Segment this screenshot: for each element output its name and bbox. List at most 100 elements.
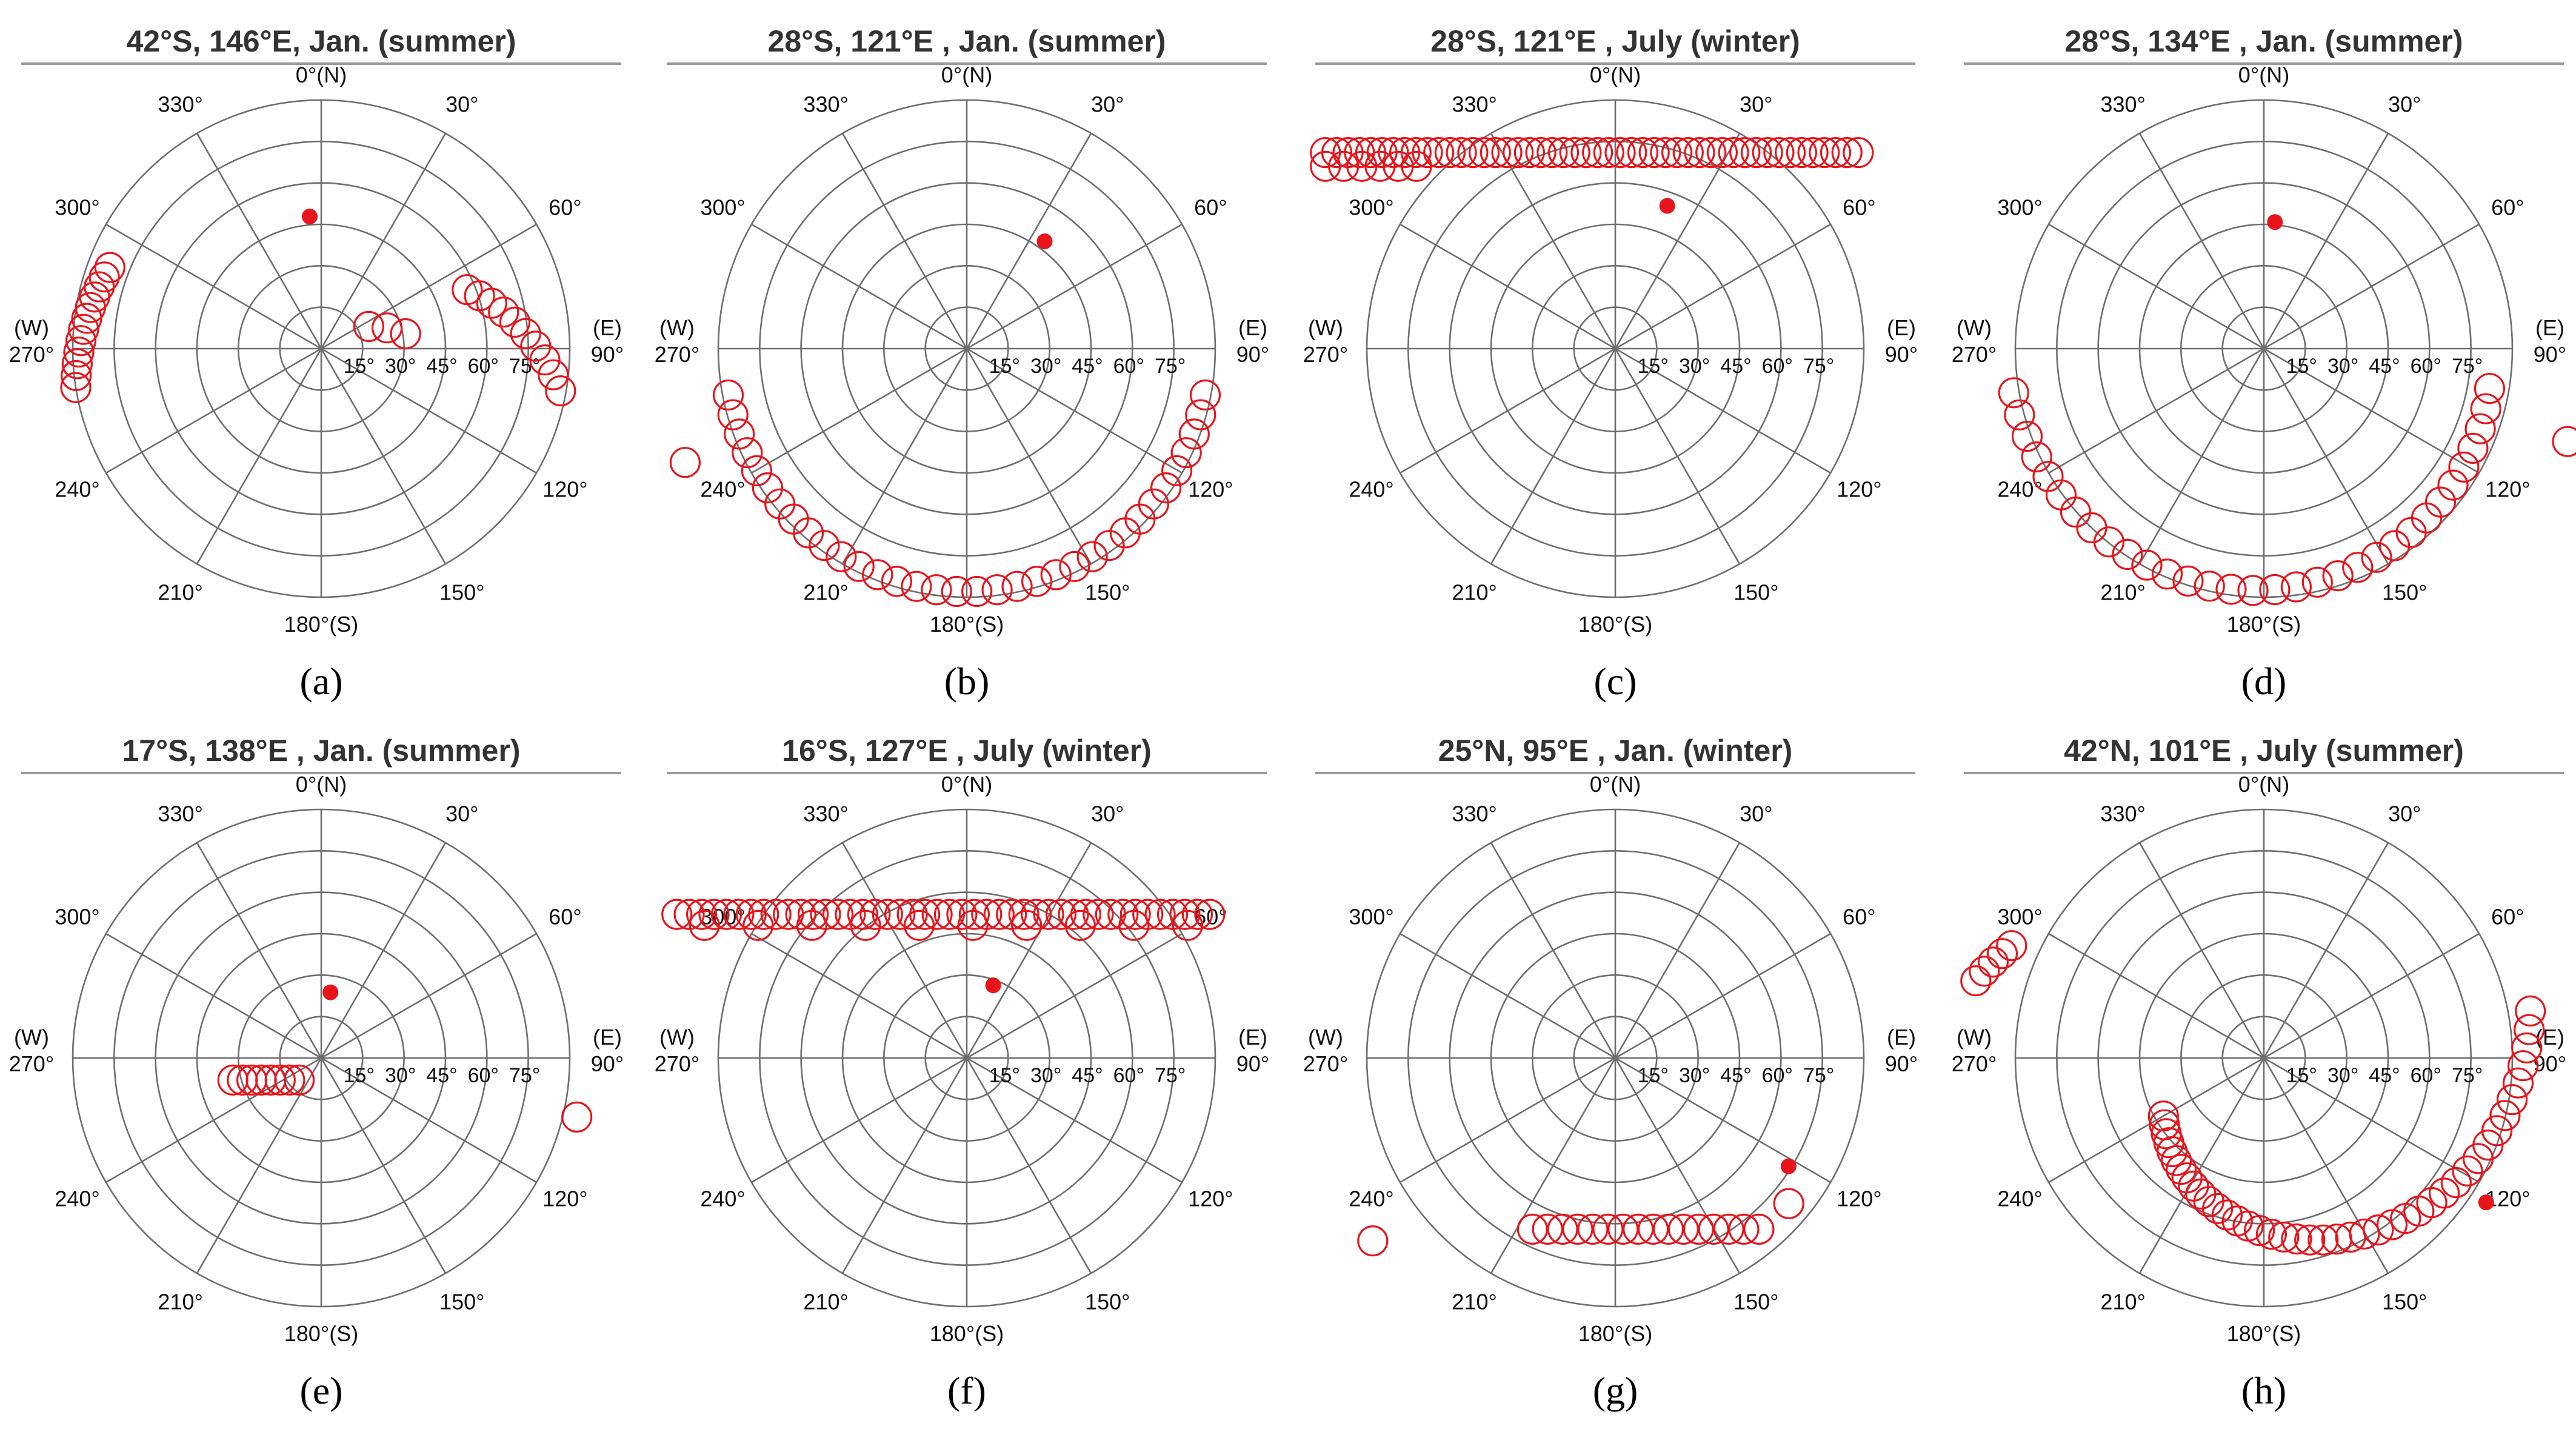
azimuth-label: 240° <box>1349 1186 1393 1211</box>
azimuth-spoke <box>1614 1057 1741 1274</box>
azimuth-spoke <box>966 1057 1183 1184</box>
azimuth-label: 60° <box>1843 195 1875 220</box>
azimuth-spoke <box>1615 223 1831 350</box>
data-point <box>872 899 903 930</box>
data-point <box>488 296 519 328</box>
data-point <box>1189 379 1221 411</box>
radial-tick-label: 45° <box>1720 1064 1751 1087</box>
data-point <box>1592 1213 1624 1245</box>
data-point <box>741 455 773 487</box>
data-point <box>2004 399 2035 430</box>
data-point <box>2416 1187 2448 1219</box>
sun-position-marker <box>301 209 318 225</box>
data-point <box>1064 909 1096 941</box>
data-point <box>921 899 953 930</box>
data-point <box>2112 538 2143 571</box>
data-point <box>996 899 1027 930</box>
data-point <box>1008 899 1039 930</box>
data-point <box>1178 418 1210 450</box>
data-point <box>1667 1213 1699 1245</box>
data-point <box>1698 1213 1729 1245</box>
azimuth-label: 210° <box>2100 580 2145 604</box>
data-point <box>826 541 857 572</box>
data-point <box>2481 1115 2513 1147</box>
data-point <box>2194 571 2225 602</box>
azimuth-spoke <box>966 223 1183 350</box>
data-point <box>1119 899 1151 930</box>
data-point <box>1718 137 1749 169</box>
azimuth-spoke <box>966 842 1092 1059</box>
data-point <box>1559 137 1590 169</box>
data-point <box>2032 461 2064 492</box>
data-point <box>673 899 705 930</box>
data-point <box>2508 1050 2539 1082</box>
data-point <box>1570 137 1602 169</box>
azimuth-spoke <box>196 842 322 1059</box>
data-point <box>2489 1100 2521 1131</box>
azimuth-label: 210° <box>803 580 848 604</box>
azimuth-label: 210° <box>1452 580 1497 604</box>
sun-position-marker <box>322 984 339 1000</box>
data-point <box>61 348 93 380</box>
radial-tick-label: 60° <box>2411 1064 2441 1087</box>
azimuth-label: 0°(N) <box>296 772 347 797</box>
data-point <box>2237 575 2269 606</box>
data-point <box>957 909 989 941</box>
data-point <box>1820 137 1852 169</box>
data-point <box>862 559 893 591</box>
azimuth-spoke <box>2048 1057 2264 1184</box>
data-point <box>2294 1224 2326 1256</box>
data-point <box>843 551 875 582</box>
azimuth-label: 60° <box>549 905 581 929</box>
azimuth-label: 30° <box>2388 802 2421 826</box>
azimuth-spoke <box>1614 842 1741 1059</box>
data-point <box>1107 899 1139 930</box>
azimuth-spoke <box>2263 347 2480 474</box>
azimuth-label: 180°(S) <box>284 1321 358 1346</box>
panel-g: 25°N, 95°E , Jan. (winter) 0°(N) 30° 60° (E)… <box>1303 734 1918 1412</box>
data-point <box>1045 899 1077 930</box>
azimuth-label: 120° <box>542 1186 587 1211</box>
data-point <box>390 318 421 350</box>
azimuth-label: (E) 90° <box>591 315 624 367</box>
data-point <box>1752 137 1783 169</box>
sun-position-marker <box>2267 214 2283 230</box>
data-point <box>717 399 749 430</box>
data-point <box>2448 451 2480 483</box>
azimuth-spoke <box>2138 133 2265 349</box>
azimuth-label: 300° <box>1997 905 2042 929</box>
data-point <box>809 530 840 561</box>
azimuth-spoke <box>196 348 322 564</box>
azimuth-label: 180°(S) <box>1578 1321 1652 1346</box>
data-point <box>1661 137 1693 169</box>
data-point <box>1607 1213 1639 1245</box>
azimuth-label: 150° <box>1733 580 1778 604</box>
azimuth-label: 180°(S) <box>284 612 358 637</box>
data-point <box>1093 530 1125 561</box>
data-point <box>1364 150 1396 182</box>
azimuth-label: 300° <box>1349 905 1393 929</box>
azimuth-label: 60° <box>549 195 581 220</box>
radial-tick-label: 60° <box>1762 1064 1793 1087</box>
azimuth-label: 0°(N) <box>296 62 347 87</box>
panel-title: 25°N, 95°E , Jan. (winter) <box>1438 734 1793 768</box>
azimuth-spoke <box>751 1057 967 1184</box>
data-point <box>961 575 993 608</box>
data-point <box>1040 559 1072 591</box>
data-point <box>2376 1209 2408 1240</box>
data-point <box>1185 399 1216 430</box>
data-point <box>1960 965 1992 997</box>
data-point <box>710 899 742 930</box>
data-point <box>1357 1225 1389 1257</box>
radial-tick-label: 30° <box>385 1064 416 1087</box>
azimuth-spoke <box>751 223 967 350</box>
azimuth-label: 210° <box>158 580 202 604</box>
azimuth-label: 30° <box>1740 802 1772 826</box>
data-point <box>510 318 541 349</box>
data-point <box>1547 137 1580 169</box>
data-point <box>1058 899 1089 930</box>
azimuth-spoke <box>841 348 968 564</box>
azimuth-label: 180°(S) <box>2227 612 2301 637</box>
data-point <box>941 575 972 608</box>
azimuth-spoke <box>1400 223 1616 350</box>
